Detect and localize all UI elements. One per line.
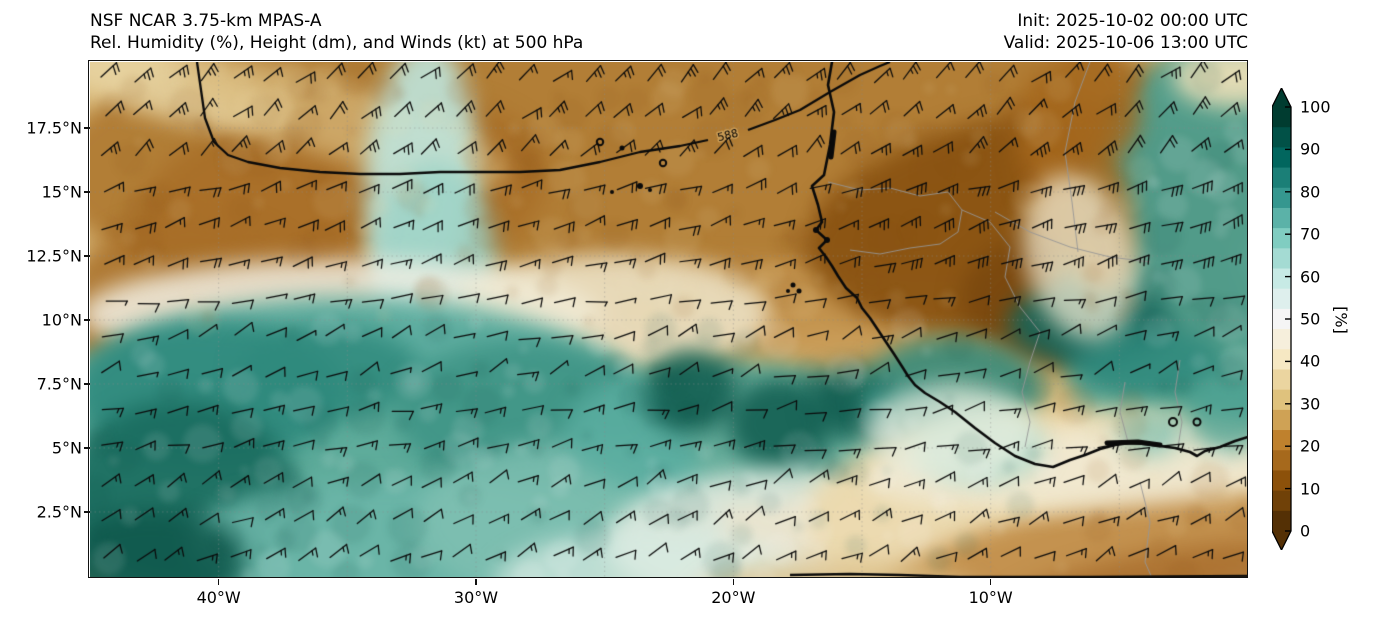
y-tick-mark xyxy=(84,127,90,129)
x-tick-label: 30°W xyxy=(453,588,499,607)
y-tick-mark xyxy=(84,511,90,513)
y-tick-mark xyxy=(84,191,90,193)
colorbar-tick-label: 20 xyxy=(1300,436,1321,456)
y-tick-mark xyxy=(84,447,90,449)
colorbar-tick-label: 40 xyxy=(1300,351,1321,371)
y-tick-label: 10°N xyxy=(41,310,82,330)
x-tick-label: 10°W xyxy=(968,588,1013,607)
plot-title: NSF NCAR 3.75-km MPAS-A Rel. Humidity (%)… xyxy=(90,10,583,54)
y-tick-mark xyxy=(84,383,90,385)
colorbar-tick-label: 70 xyxy=(1300,224,1321,244)
y-tick-label: 17.5°N xyxy=(26,118,82,138)
y-tick-label: 7.5°N xyxy=(36,374,82,394)
y-tick-label: 5°N xyxy=(51,438,82,458)
y-tick-label: 15°N xyxy=(41,182,82,202)
x-tick-mark xyxy=(989,579,992,585)
y-tick-mark xyxy=(84,255,90,257)
x-tick-mark xyxy=(217,579,220,585)
colorbar-tick-label: 100 xyxy=(1300,97,1331,117)
title-line-2: Rel. Humidity (%), Height (dm), and Wind… xyxy=(90,33,584,53)
x-tick-label: 20°W xyxy=(711,588,756,607)
x-tick-mark xyxy=(732,579,735,585)
colorbar xyxy=(1272,88,1292,550)
title-line-1: NSF NCAR 3.75-km MPAS-A xyxy=(90,11,322,31)
colorbar-tick-label: 30 xyxy=(1300,394,1321,414)
y-tick-label: 2.5°N xyxy=(36,502,82,522)
colorbar-tick-label: 80 xyxy=(1300,182,1321,202)
y-tick-mark xyxy=(84,319,90,321)
valid-time-label: Valid: 2025-10-06 13:00 UTC xyxy=(1003,33,1248,53)
colorbar-tick-label: 50 xyxy=(1300,309,1321,329)
colorbar-tick-label: 10 xyxy=(1300,479,1321,499)
x-tick-mark xyxy=(475,579,477,585)
colorbar-tick-label: 0 xyxy=(1300,521,1311,541)
map-canvas xyxy=(90,62,1248,578)
y-tick-label: 12.5°N xyxy=(26,246,82,266)
colorbar-tick-label: 60 xyxy=(1300,267,1321,287)
init-time-label: Init: 2025-10-02 00:00 UTC xyxy=(1017,11,1248,31)
colorbar-tick-label: 90 xyxy=(1300,139,1321,159)
x-tick-label: 40°W xyxy=(196,588,241,607)
time-block: Init: 2025-10-02 00:00 UTC Valid: 2025-10… xyxy=(1004,10,1248,54)
